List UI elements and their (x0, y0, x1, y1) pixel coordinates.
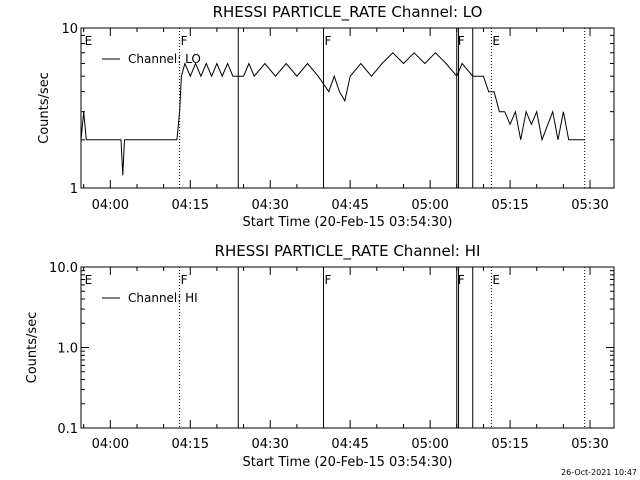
chart-1-x-tick-label: 04:00 (92, 437, 129, 452)
chart-1-legend-label: Channel: HI (128, 291, 198, 305)
chart-1-x-tick-label: 04:45 (331, 437, 368, 452)
chart-0-y-tick-label: 10 (61, 22, 78, 37)
chart-1-x-tick-label: 04:15 (172, 437, 209, 452)
chart-0-series-0-line (80, 52, 585, 176)
chart-1-x-tick-label: 05:30 (571, 437, 608, 452)
chart-0-annotation-label: E (85, 34, 93, 48)
chart-0-x-tick-label: 04:30 (251, 198, 288, 213)
chart-1-y-tick-label: 10.0 (49, 261, 78, 276)
chart-0-y-tick-label: 1 (70, 182, 78, 197)
chart-1-x-tick-label: 04:30 (251, 437, 288, 452)
chart-1-x-tick-label: 05:00 (411, 437, 448, 452)
chart-0-annotation-label: F (458, 34, 465, 48)
chart-0-x-tick-label: 04:15 (172, 198, 209, 213)
timestamp: 26-Oct-2021 10:47 (561, 468, 637, 477)
panel-lo: RHESSI PARTICLE_RATE Channel: LO Start Ti… (37, 3, 615, 230)
chart-1-annotation-label: F (325, 273, 332, 287)
chart-1-x-axis-label: Start Time (20-Feb-15 03:54:30) (243, 455, 453, 470)
panel-hi: RHESSI PARTICLE_RATE Channel: HI Start Ti… (25, 242, 615, 470)
chart-1-y-tick-label: 0.1 (57, 422, 78, 437)
chart-1-annotation-label: F (458, 273, 465, 287)
chart-0-x-tick-label: 05:00 (411, 198, 448, 213)
chart-0-annotation-label: E (492, 34, 500, 48)
chart-1-y-axis-label: Counts/sec (25, 312, 40, 384)
chart-1-x-tick-label: 05:15 (491, 437, 528, 452)
chart-1-y-tick-label: 1.0 (57, 342, 78, 357)
chart-0-y-axis-label: Counts/sec (37, 72, 52, 144)
chart-1-annotation-label: E (492, 273, 500, 287)
chart-0-x-tick-label: 05:15 (491, 198, 528, 213)
chart-0-x-axis-label: Start Time (20-Feb-15 03:54:30) (243, 215, 453, 230)
chart-0-annotation-label: F (181, 34, 188, 48)
chart-0-x-tick-label: 04:45 (331, 198, 368, 213)
chart-0-frame (80, 27, 615, 189)
chart-0-annotation-label: F (325, 34, 332, 48)
chart-0-x-tick-label: 05:30 (571, 198, 608, 213)
chart-0-legend-label: Channel: LO (128, 52, 201, 66)
chart-1-annotation-label: E (85, 273, 93, 287)
chart-0-title: RHESSI PARTICLE_RATE Channel: LO (213, 3, 483, 22)
chart-1-annotation-label: F (181, 273, 188, 287)
chart-1-title: RHESSI PARTICLE_RATE Channel: HI (215, 242, 481, 261)
chart-0-x-tick-label: 04:00 (92, 198, 129, 213)
